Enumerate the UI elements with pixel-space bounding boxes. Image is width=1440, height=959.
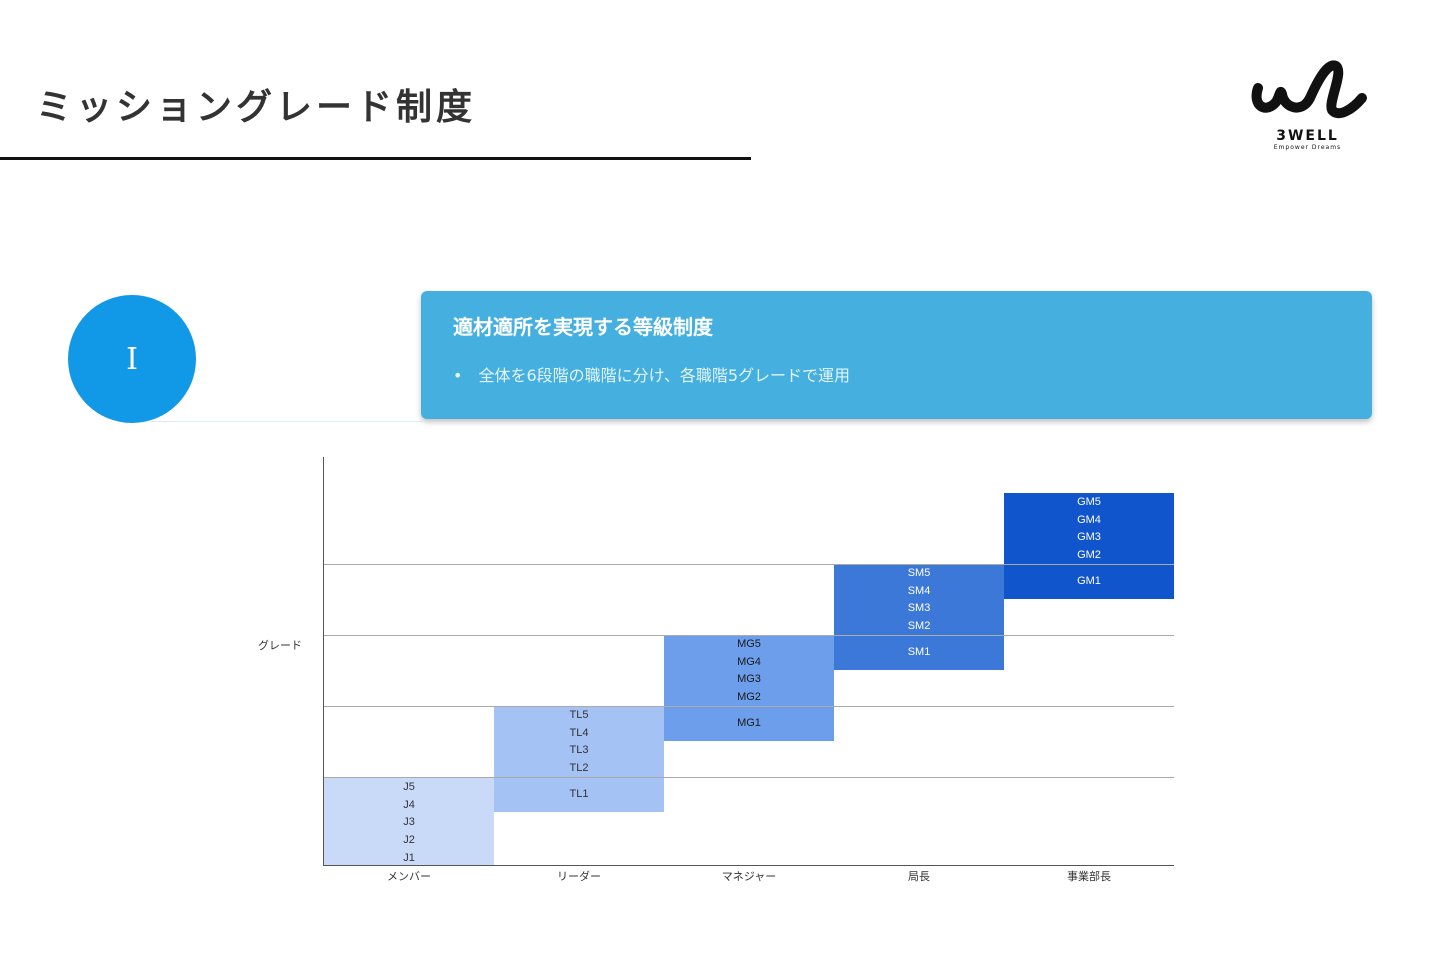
grade-label: SM5 bbox=[907, 567, 931, 579]
card-bullet: • 全体を6段階の職階に分け、各職階5グレードで運用 bbox=[453, 366, 850, 385]
grade-label: MG5 bbox=[737, 638, 761, 650]
gridline bbox=[324, 706, 1174, 707]
x-tick-label: 事業部長 bbox=[1067, 871, 1111, 883]
grade-label: MG4 bbox=[737, 655, 761, 668]
grade-label: MG3 bbox=[737, 673, 761, 686]
company-logo: 3WELL Empower Dreams bbox=[1245, 58, 1370, 151]
x-tick-label: メンバー bbox=[387, 871, 431, 883]
grade-block-2 bbox=[494, 706, 664, 812]
y-axis-label: グレード bbox=[258, 640, 302, 652]
grade-label: TL5 bbox=[569, 709, 589, 721]
grade-label: MG2 bbox=[737, 691, 761, 704]
grade-block-1 bbox=[324, 777, 494, 865]
logo-tagline: Empower Dreams bbox=[1273, 144, 1342, 151]
grade-block-3 bbox=[664, 635, 834, 741]
y-axis bbox=[323, 457, 324, 866]
card-title: 適材適所を実現する等級制度 bbox=[453, 315, 713, 339]
section-number-badge: I bbox=[68, 295, 196, 423]
page-title: ミッショングレード制度 bbox=[36, 87, 477, 128]
gridline bbox=[324, 635, 1174, 636]
grade-label: GM5 bbox=[1077, 496, 1101, 508]
grade-label: GM1 bbox=[1077, 575, 1101, 587]
grade-label: J1 bbox=[403, 851, 415, 864]
title-underline bbox=[0, 157, 751, 160]
grade-label: J2 bbox=[403, 834, 415, 847]
bullet-icon: • bbox=[453, 366, 463, 385]
gridline bbox=[324, 564, 1174, 565]
grade-label: TL1 bbox=[569, 788, 589, 800]
grade-label: GM3 bbox=[1077, 531, 1101, 544]
grade-label: GM2 bbox=[1077, 549, 1101, 562]
grade-block-4 bbox=[834, 564, 1004, 670]
grade-label: SM1 bbox=[907, 646, 931, 658]
x-tick-label: 局長 bbox=[908, 871, 930, 883]
x-tick-label: リーダー bbox=[557, 871, 601, 883]
connector-line bbox=[150, 421, 422, 422]
grade-label: SM2 bbox=[907, 620, 931, 633]
grade-label: TL3 bbox=[569, 744, 589, 757]
gridline bbox=[324, 777, 1174, 778]
grade-label: J3 bbox=[403, 816, 415, 829]
grade-block-5 bbox=[1004, 493, 1174, 599]
grade-label: SM4 bbox=[907, 584, 931, 597]
x-axis bbox=[323, 865, 1174, 866]
grade-label: TL4 bbox=[569, 726, 589, 739]
logo-mark-icon bbox=[1251, 60, 1367, 119]
grade-label: MG1 bbox=[737, 717, 761, 729]
grade-label: J5 bbox=[403, 781, 415, 793]
x-tick-label: マネジャー bbox=[721, 871, 777, 883]
grade-label: TL2 bbox=[569, 762, 589, 775]
grade-label: J4 bbox=[403, 798, 415, 811]
grade-label: GM4 bbox=[1077, 513, 1101, 526]
section-card: 適材適所を実現する等級制度 • 全体を6段階の職階に分け、各職階5グレードで運用 bbox=[421, 291, 1372, 419]
logo-name: 3WELL bbox=[1276, 128, 1339, 144]
grade-label: SM3 bbox=[907, 602, 931, 615]
